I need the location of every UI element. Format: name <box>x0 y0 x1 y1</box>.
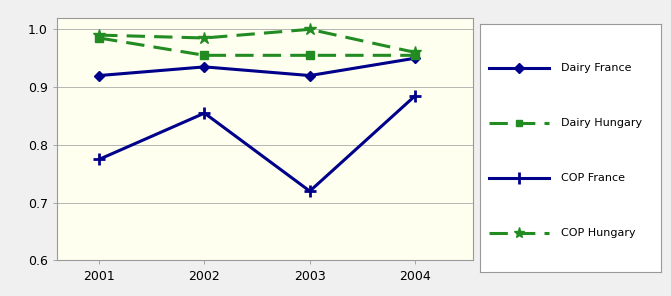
Text: COP Hungary: COP Hungary <box>561 228 636 237</box>
Text: COP France: COP France <box>561 173 625 183</box>
Text: Dairy Hungary: Dairy Hungary <box>561 118 642 128</box>
Text: Dairy France: Dairy France <box>561 63 632 73</box>
